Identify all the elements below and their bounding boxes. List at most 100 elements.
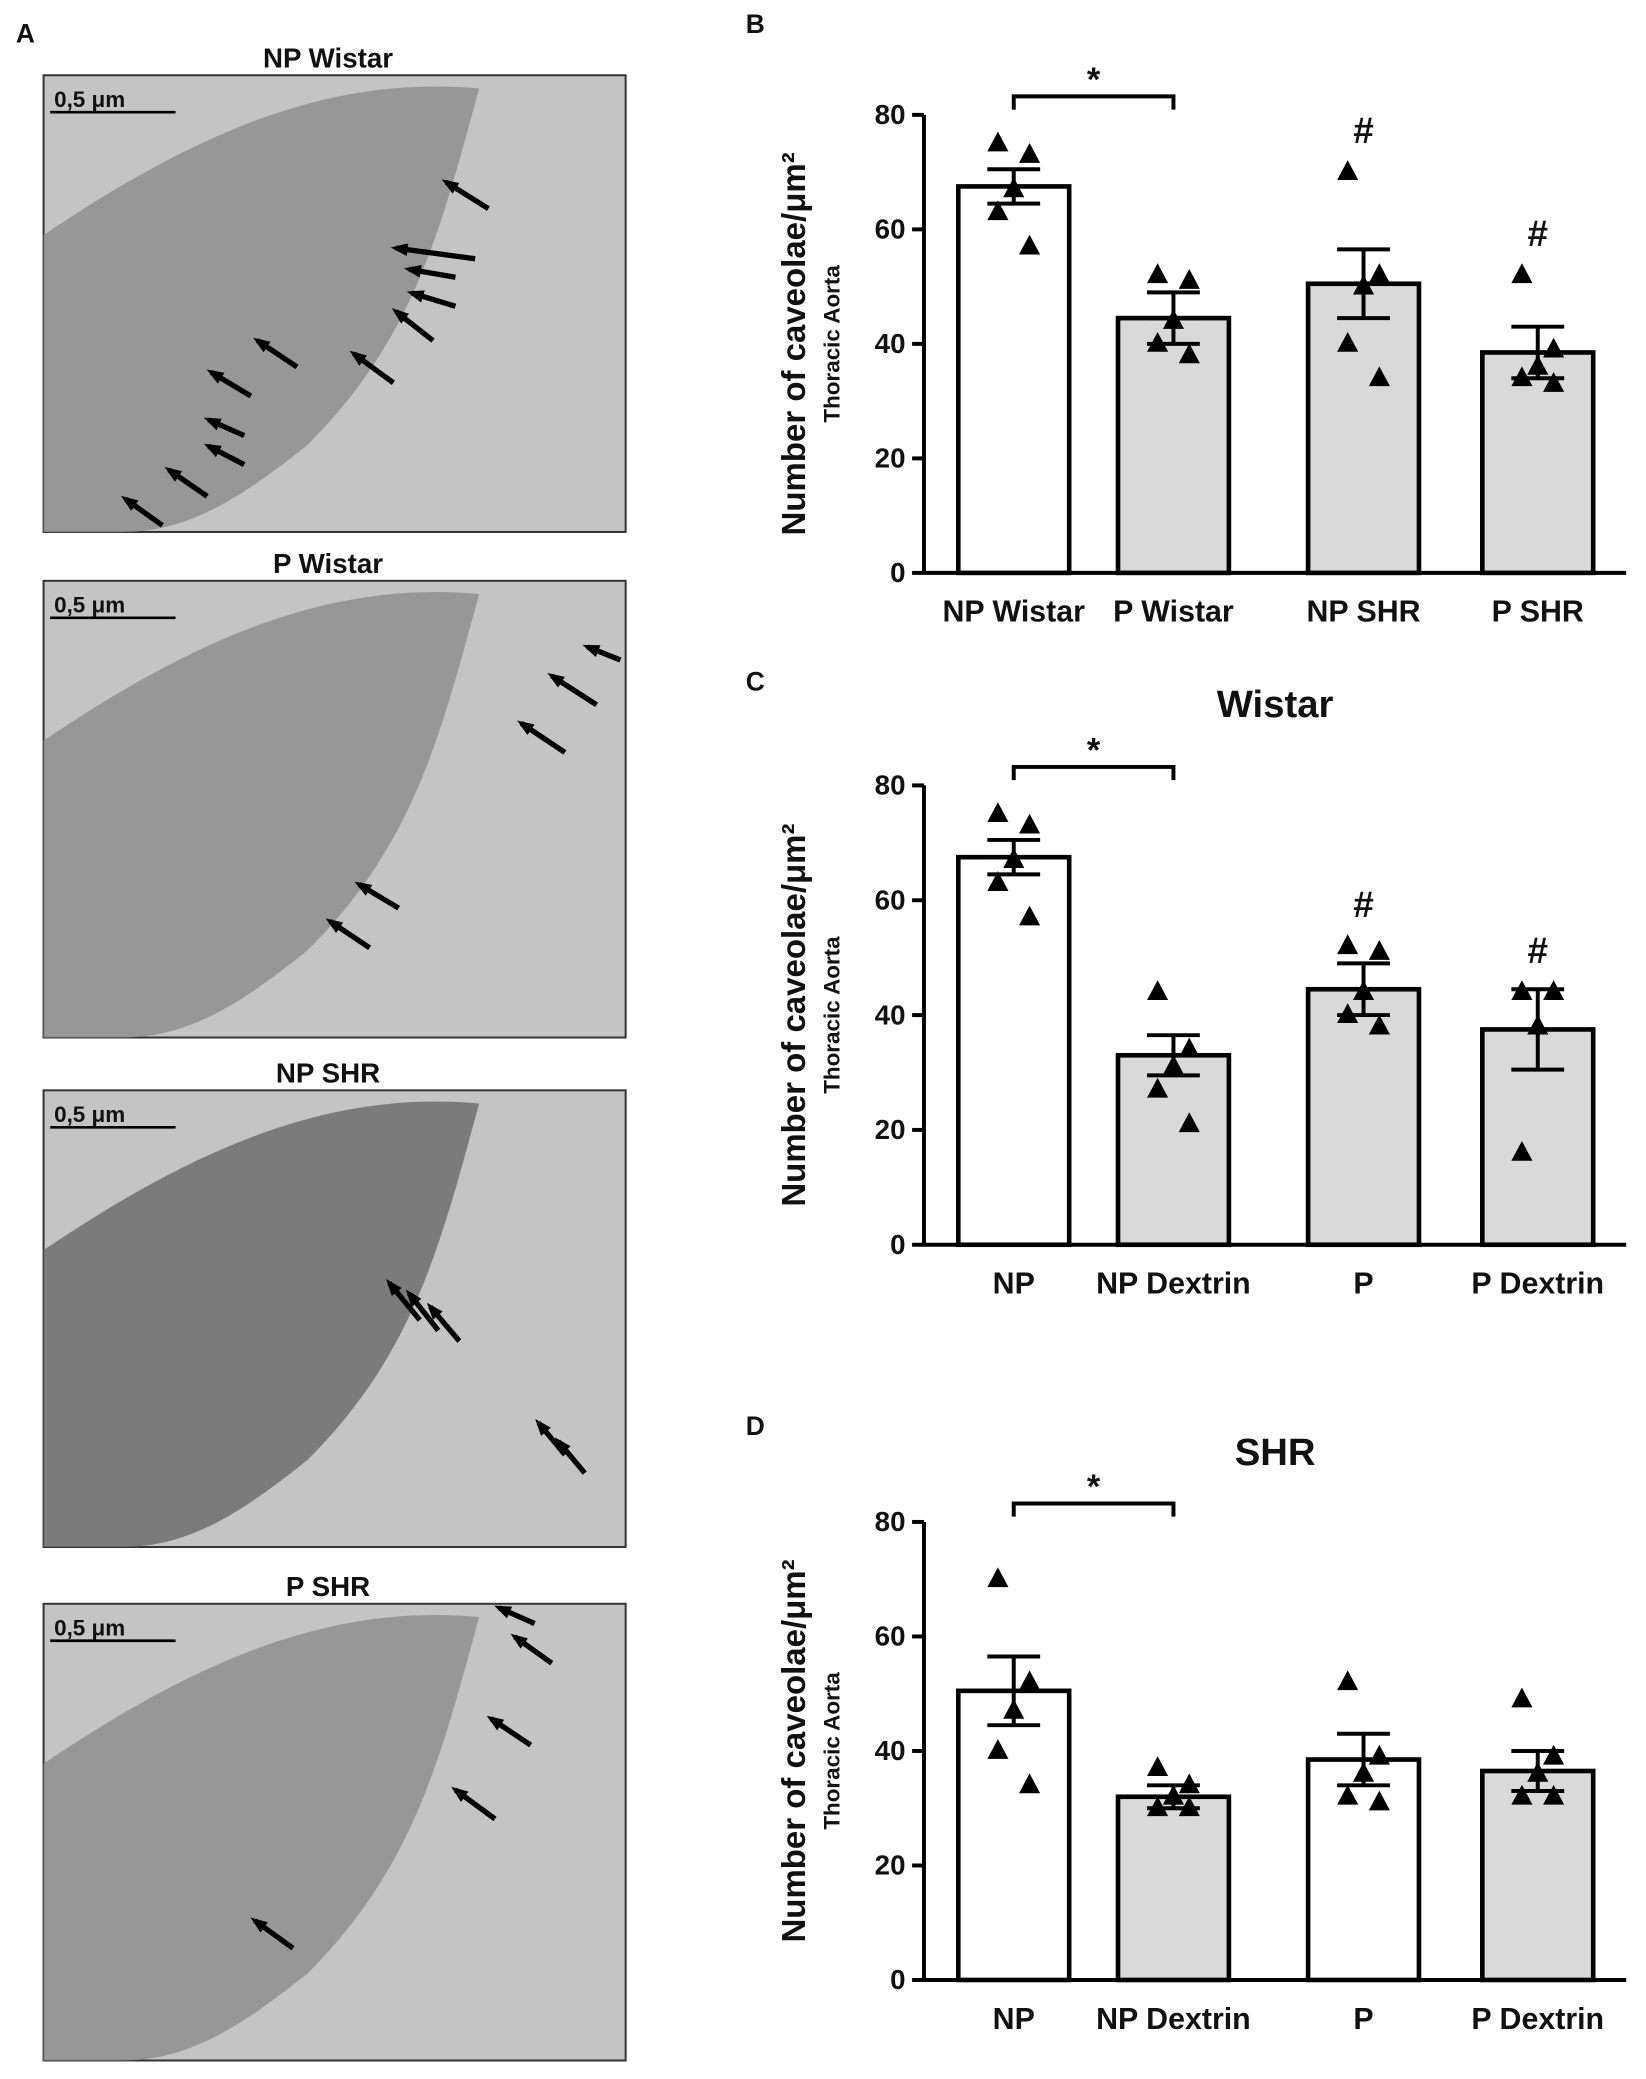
data-point [1352, 1761, 1375, 1782]
significance-bracket [1011, 94, 1176, 110]
arrow-head [554, 1437, 571, 1455]
data-point [1162, 309, 1185, 329]
data-point [1019, 143, 1041, 163]
y-tick-label: 20 [875, 1114, 906, 1145]
data-point [1337, 1003, 1359, 1024]
arrow [395, 245, 476, 262]
data-point [1368, 1744, 1390, 1765]
data-point [987, 1739, 1009, 1759]
arrow-head [349, 350, 367, 366]
bar [1305, 1757, 1422, 1983]
y-axis-sublabel: Thoracic Aorta [819, 265, 844, 423]
data-point [1337, 160, 1359, 181]
panel-label: A [16, 18, 35, 48]
x-tick-label: NP Dextrin [1096, 1268, 1251, 1301]
arrow-head [582, 644, 601, 657]
data-point [1543, 1744, 1565, 1765]
data-point [1019, 813, 1041, 834]
data-point [1337, 1784, 1359, 1805]
y-axis-label: Number of caveolae/μm² [775, 1559, 812, 1942]
data-point [1337, 331, 1359, 352]
data-point [1147, 263, 1169, 284]
scale-bar-label: 0,5 μm [54, 1615, 125, 1640]
y-tick-label: 80 [875, 770, 906, 801]
data-point [1147, 1796, 1169, 1817]
significance-mark: # [1527, 213, 1548, 254]
data-point [987, 802, 1009, 823]
data-point [1147, 980, 1169, 1001]
x-tick-label: P [1353, 2003, 1373, 2036]
tissue [43, 1614, 480, 2061]
data-point [1019, 1773, 1041, 1794]
tissue [43, 1101, 480, 1548]
arrow-head [426, 1302, 443, 1320]
data-point [1352, 274, 1375, 295]
image-title: NP Wistar [263, 42, 393, 73]
bar [955, 1688, 1072, 1983]
arrow-head [391, 308, 410, 324]
data-point [987, 871, 1009, 891]
arrow-head [206, 369, 225, 384]
significance-mark: # [1353, 110, 1374, 151]
y-tick-label: 80 [875, 1506, 906, 1537]
bar [1480, 1768, 1596, 1983]
x-tick-label: P [1353, 1268, 1373, 1301]
x-tick-label: NP Wistar [942, 596, 1085, 629]
x-tick-label: P Dextrin [1471, 1268, 1604, 1301]
arrow-head [250, 1917, 268, 1933]
chart-title: Wistar [1217, 683, 1334, 726]
data-point [1543, 372, 1565, 392]
data-point [987, 131, 1009, 152]
y-axis-sublabel: Thoracic Aorta [819, 936, 844, 1094]
arrow-head [390, 243, 409, 256]
arrow-head [451, 1786, 469, 1802]
bar [1115, 1052, 1232, 1248]
significance-label: * [1087, 1468, 1101, 1506]
y-tick-label: 60 [875, 1621, 906, 1652]
data-point [1527, 1014, 1549, 1035]
arrow-head [386, 1278, 402, 1297]
y-tick-label: 80 [875, 99, 906, 130]
significance-label: * [1087, 732, 1101, 770]
bar [1115, 1794, 1232, 1983]
data-point [1511, 1141, 1533, 1161]
arrow-head [164, 466, 183, 482]
arrow-head [325, 918, 344, 934]
data-point [987, 1567, 1009, 1588]
data-point [1147, 331, 1169, 352]
arrow-head [203, 443, 222, 458]
y-axis-label: Number of caveolae/μm² [775, 824, 812, 1207]
y-tick-label: 0 [890, 1964, 905, 1995]
data-point [1368, 1790, 1390, 1811]
x-tick-label: P SHR [1492, 596, 1584, 629]
panel-label: D [746, 1411, 765, 1441]
data-point [1511, 263, 1533, 284]
bar [1305, 986, 1422, 1248]
image-title: P Wistar [273, 548, 383, 579]
arrow-head [441, 179, 460, 194]
data-point [1511, 1784, 1533, 1805]
data-point [1368, 940, 1390, 960]
data-point [1527, 1761, 1549, 1782]
arrow-head [406, 290, 425, 303]
arrow-head [510, 1633, 528, 1649]
data-point [1337, 1670, 1359, 1691]
data-point [1003, 848, 1025, 868]
data-point [1019, 1670, 1041, 1691]
data-point [987, 200, 1009, 221]
x-tick-label: NP Dextrin [1096, 2003, 1251, 2036]
data-point [1178, 1112, 1200, 1133]
significance-bracket [1011, 764, 1176, 781]
data-point [1543, 980, 1565, 1001]
y-tick-label: 40 [875, 328, 906, 359]
y-tick-label: 40 [875, 999, 906, 1030]
data-point [1511, 366, 1533, 387]
significance-bracket [1011, 1501, 1176, 1517]
arrow-head [494, 1605, 513, 1619]
data-point [1543, 337, 1565, 358]
chart-title: SHR [1235, 1431, 1316, 1474]
data-point [1147, 1756, 1169, 1777]
bar [1305, 281, 1422, 576]
